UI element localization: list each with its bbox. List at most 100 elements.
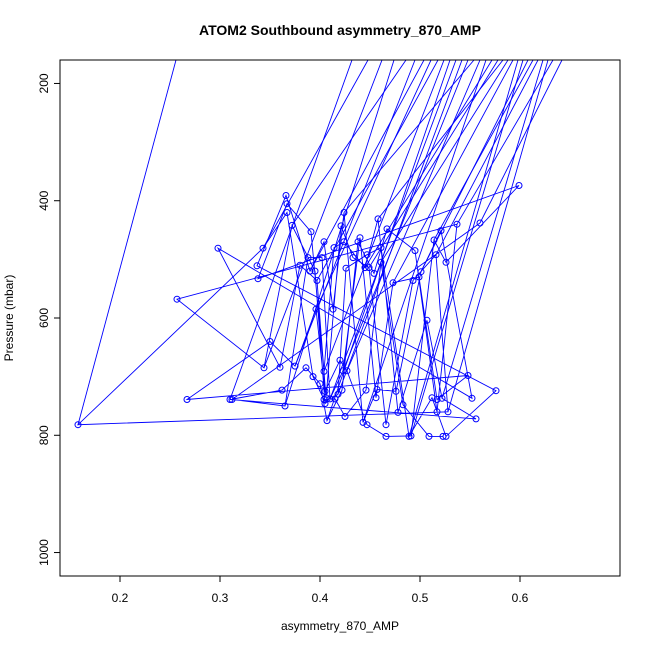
data-point-46	[340, 209, 348, 216]
data-point-88	[439, 432, 447, 440]
data-point-90	[442, 258, 450, 266]
series-ascent-line-8	[315, 60, 432, 310]
data-point-82	[430, 236, 438, 244]
data-point-2	[183, 396, 191, 403]
y-axis-label: Pressure (mbar)	[2, 275, 16, 362]
x-axis-label: asymmetry_870_AMP	[281, 619, 399, 633]
data-point-42	[336, 356, 344, 364]
data-point-4	[226, 396, 234, 403]
series-ascent-line-21	[380, 60, 509, 263]
data-point-19	[296, 261, 304, 269]
data-point-94	[468, 394, 476, 402]
data-point-17	[288, 221, 296, 229]
y-tick-label-3: 800	[37, 425, 51, 445]
data-point-21	[304, 254, 312, 262]
data-point-13	[281, 402, 289, 410]
series-ascent-line-9	[316, 60, 439, 281]
data-point-56	[362, 386, 370, 394]
data-point-63	[374, 215, 382, 223]
series-ascent-line-31	[479, 60, 563, 224]
data-point-80	[425, 432, 433, 440]
series-ascent-line-0	[77, 60, 177, 425]
data-point-57	[363, 251, 371, 259]
y-tick-label-1: 400	[37, 190, 51, 210]
data-point-52	[354, 238, 362, 246]
data-point-0	[74, 421, 82, 429]
data-point-48	[341, 413, 349, 420]
series-ascent-line-7	[309, 60, 425, 272]
series-ascent-line-22	[392, 60, 514, 284]
data-point-31	[320, 367, 328, 375]
data-point-15	[283, 200, 291, 208]
data-point-18	[291, 362, 299, 370]
data-point-72	[399, 401, 407, 409]
y-tick-label-4: 1000	[37, 539, 51, 566]
data-point-83	[432, 251, 440, 259]
data-point-65	[377, 244, 385, 252]
data-point-92	[453, 220, 461, 228]
series-ascent-line-18	[364, 60, 493, 268]
series-ascent-line-30	[456, 60, 554, 225]
data-point-24	[309, 373, 317, 381]
series-ascent-line-26	[433, 60, 534, 241]
data-point-25	[311, 267, 319, 275]
data-point-28	[316, 380, 324, 388]
x-tick-label-1: 0.3	[212, 591, 229, 605]
chart-title: ATOM2 Southbound asymmetry_870_AMP	[199, 22, 481, 38]
data-point-8	[259, 244, 267, 252]
series-ascent-line-29	[447, 60, 549, 412]
data-point-12	[278, 386, 286, 394]
data-point-26	[312, 305, 320, 313]
data-point-6	[253, 262, 261, 270]
data-point-76	[411, 247, 419, 255]
data-point-75	[409, 277, 417, 284]
data-point-79	[423, 316, 431, 324]
data-point-74	[407, 432, 415, 440]
data-point-43	[337, 222, 345, 230]
data-point-23	[307, 228, 315, 236]
data-point-97	[492, 387, 500, 395]
data-point-93	[464, 372, 472, 379]
data-point-95	[472, 415, 480, 423]
data-point-86	[437, 227, 445, 235]
data-point-36	[323, 417, 331, 425]
data-point-55	[361, 264, 369, 272]
data-point-54	[359, 418, 367, 426]
data-point-37	[326, 395, 334, 403]
data-point-11	[276, 363, 284, 371]
series-ascent-line-15	[343, 60, 475, 213]
data-point-58	[363, 421, 371, 429]
series-ascent-line-24	[410, 60, 524, 437]
y-tick-label-2: 600	[37, 308, 51, 328]
data-point-29	[318, 254, 326, 262]
data-point-59	[365, 264, 373, 272]
data-point-3	[214, 244, 222, 252]
data-point-34	[321, 387, 329, 395]
data-point-10	[266, 338, 274, 345]
data-point-60	[370, 269, 378, 277]
data-point-35	[322, 394, 330, 402]
data-point-89	[442, 432, 450, 440]
series-ascent-line-14	[342, 60, 469, 371]
data-point-44	[338, 386, 346, 394]
data-point-69	[389, 279, 397, 287]
data-point-30	[320, 238, 328, 246]
data-point-47	[340, 238, 348, 246]
data-point-98	[515, 182, 523, 189]
data-point-22	[306, 267, 314, 275]
data-point-16	[283, 209, 291, 216]
data-point-20	[302, 364, 310, 372]
data-point-5	[228, 396, 236, 403]
data-point-85	[433, 396, 441, 403]
series-ascent-line-10	[323, 60, 445, 372]
series-ascent-line-16	[346, 60, 481, 371]
series-ascent-line-13	[337, 60, 463, 395]
series-ascent-line-19	[368, 60, 499, 268]
data-point-78	[417, 268, 425, 276]
series-ascent-line-20	[377, 60, 504, 220]
data-point-51	[349, 254, 357, 262]
data-point-96	[476, 219, 484, 227]
series-ascent-line-6	[294, 60, 416, 367]
data-point-7	[254, 275, 262, 283]
